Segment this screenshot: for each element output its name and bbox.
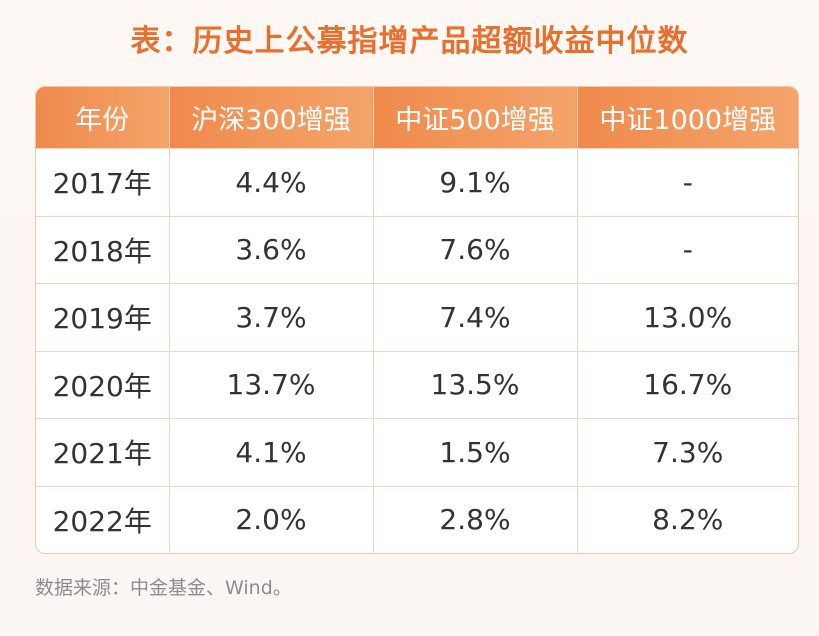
table-row: 2017年 4.4% 9.1% - (36, 148, 798, 217)
year-cell: 2021年 (36, 418, 170, 487)
zz500-cell: 9.1% (373, 148, 578, 217)
data-table: 年份 沪深300增强 中证500增强 中证1000增强 2017年 4.4% 9… (36, 87, 798, 553)
column-header-zz500: 中证500增强 (373, 87, 578, 149)
table-row: 2019年 3.7% 7.4% 13.0% (36, 283, 798, 352)
zz1000-cell: 8.2% (577, 485, 798, 553)
source-note: 数据来源：中金基金、Wind。 (35, 577, 292, 599)
zz500-cell: 2.8% (373, 485, 578, 553)
year-cell: 2018年 (36, 215, 170, 284)
hs300-cell: 4.1% (169, 418, 374, 487)
zz500-cell: 13.5% (373, 350, 578, 419)
year-cell: 2022年 (36, 485, 170, 553)
year-cell: 2019年 (36, 283, 170, 352)
column-header-zz1000: 中证1000增强 (577, 87, 798, 149)
column-header-year: 年份 (36, 87, 170, 149)
hs300-cell: 4.4% (169, 148, 374, 217)
table-row: 2021年 4.1% 1.5% 7.3% (36, 418, 798, 487)
table-header-row: 年份 沪深300增强 中证500增强 中证1000增强 (36, 87, 798, 149)
column-header-hs300: 沪深300增强 (169, 87, 374, 149)
zz1000-cell: - (577, 148, 798, 217)
hs300-cell: 3.6% (169, 215, 374, 284)
hs300-cell: 13.7% (169, 350, 374, 419)
page-title: 表：历史上公募指增产品超额收益中位数 (130, 24, 689, 59)
zz1000-cell: 16.7% (577, 350, 798, 419)
zz1000-cell: 13.0% (577, 283, 798, 352)
zz500-cell: 7.4% (373, 283, 578, 352)
zz500-cell: 1.5% (373, 418, 578, 487)
zz1000-cell: - (577, 215, 798, 284)
zz500-cell: 7.6% (373, 215, 578, 284)
year-cell: 2017年 (36, 148, 170, 217)
table-row: 2018年 3.6% 7.6% - (36, 215, 798, 284)
table-row: 2020年 13.7% 13.5% 16.7% (36, 350, 798, 419)
hs300-cell: 2.0% (169, 485, 374, 553)
zz1000-cell: 7.3% (577, 418, 798, 487)
data-table-container: 年份 沪深300增强 中证500增强 中证1000增强 2017年 4.4% 9… (35, 86, 799, 554)
hs300-cell: 3.7% (169, 283, 374, 352)
year-cell: 2020年 (36, 350, 170, 419)
table-row: 2022年 2.0% 2.8% 8.2% (36, 485, 798, 553)
